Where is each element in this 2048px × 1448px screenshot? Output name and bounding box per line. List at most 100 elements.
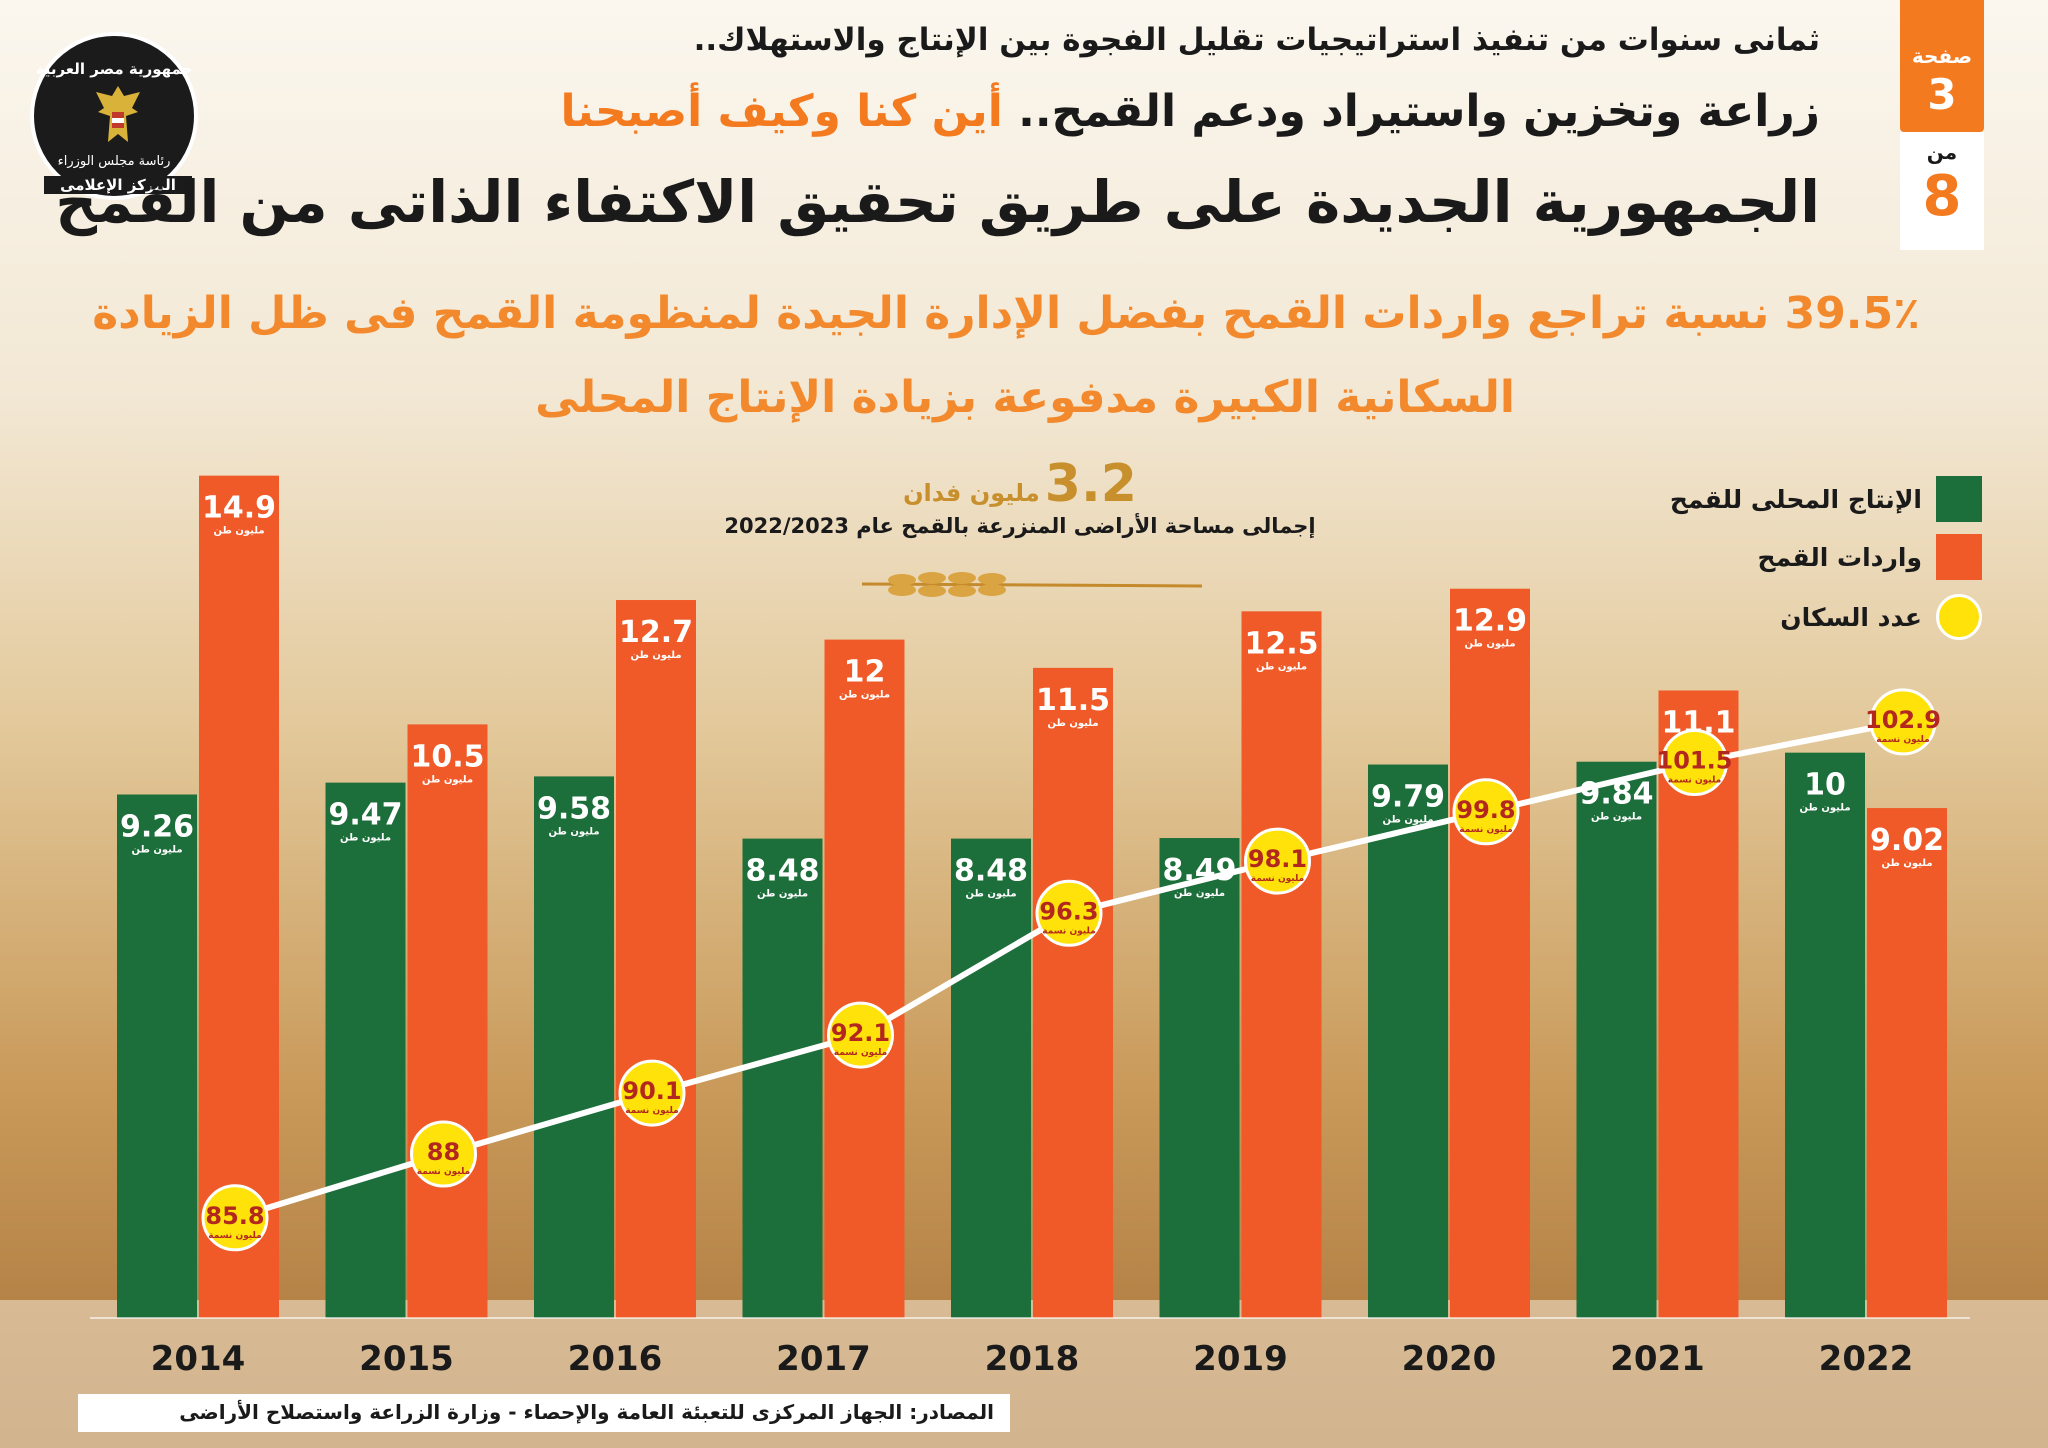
unit-population-2019: مليون نسمة <box>1251 874 1304 884</box>
bar-imports-2015 <box>407 724 488 1318</box>
label-population-2019: 98.1 <box>1248 845 1307 873</box>
subtitle-part-b: أين كنا وكيف أصبحنا <box>560 86 1003 137</box>
page-title: الجمهورية الجديدة على طريق تحقيق الاكتفا… <box>55 168 1820 236</box>
x-tick-2019: 2019 <box>1193 1339 1288 1379</box>
unit-population-2020: مليون نسمة <box>1459 825 1512 835</box>
logo-cabinet-text: رئاسة مجلس الوزراء <box>57 154 171 169</box>
subtitle-part-a: زراعة وتخزين واستيراد ودعم القمح.. <box>1018 86 1820 137</box>
label-population-2018: 96.3 <box>1039 897 1098 925</box>
unit-production-2021: مليون طن <box>1591 812 1642 823</box>
unit-imports-2015: مليون طن <box>422 774 473 785</box>
legend-item-imports: واردات القمح <box>1758 534 1982 580</box>
label-population-2022: 102.9 <box>1865 706 1941 734</box>
unit-production-2017: مليون طن <box>757 889 808 900</box>
unit-imports-2022: مليون طن <box>1881 858 1932 869</box>
bar-production-2015 <box>325 782 406 1318</box>
bar-production-2014 <box>117 794 197 1318</box>
label-imports-2022: 9.02 <box>1870 823 1944 858</box>
bar-production-2022 <box>1785 752 1865 1318</box>
label-production-2014: 9.26 <box>120 810 194 845</box>
legend-item-population: عدد السكان <box>1780 594 1982 640</box>
label-imports-2016: 12.7 <box>619 615 693 650</box>
unit-population-2022: مليون نسمة <box>1876 735 1929 745</box>
unit-imports-2018: مليون طن <box>1047 718 1098 729</box>
population-marker-2018 <box>1035 879 1103 947</box>
bar-imports-2018 <box>1033 667 1113 1318</box>
bar-production-2017 <box>742 838 823 1318</box>
bar-imports-2016 <box>616 600 696 1318</box>
unit-imports-2019: مليون طن <box>1256 661 1307 672</box>
x-tick-2018: 2018 <box>985 1339 1080 1379</box>
bar-production-2020 <box>1368 764 1448 1318</box>
unit-population-2018: مليون نسمة <box>1042 926 1095 936</box>
x-tick-2022: 2022 <box>1819 1339 1914 1379</box>
label-population-2017: 92.1 <box>831 1019 890 1047</box>
kicker-text: ثمانى سنوات من تنفيذ استراتيجيات تقليل ا… <box>693 22 1820 58</box>
label-population-2021: 101.5 <box>1657 747 1733 775</box>
legend-label-population: عدد السكان <box>1780 602 1922 632</box>
label-population-2016: 90.1 <box>622 1077 681 1105</box>
unit-population-2014: مليون نسمة <box>208 1231 261 1241</box>
area-caption: إجمالى مساحة الأراضى المنزرعة بالقمح عام… <box>724 514 1316 538</box>
label-imports-2014: 14.9 <box>202 491 276 526</box>
x-tick-2020: 2020 <box>1402 1339 1497 1379</box>
legend-marker-population <box>1936 594 1982 640</box>
unit-imports-2014: مليون طن <box>213 526 264 537</box>
population-marker-2016 <box>618 1059 686 1127</box>
population-marker-2017 <box>827 1001 894 1069</box>
x-tick-2015: 2015 <box>359 1339 454 1379</box>
bar-production-2018 <box>951 838 1031 1318</box>
label-production-2022: 10 <box>1804 768 1846 803</box>
source-text: المصادر: الجهاز المركزى للتعبئة العامة و… <box>179 1400 994 1424</box>
source-bar: المصادر: الجهاز المركزى للتعبئة العامة و… <box>78 1394 1010 1432</box>
unit-imports-2016: مليون طن <box>630 650 681 661</box>
bar-production-2016 <box>534 776 614 1318</box>
population-marker-2015 <box>410 1120 477 1188</box>
legend-label-imports: واردات القمح <box>1757 542 1922 572</box>
x-tick-2014: 2014 <box>151 1339 246 1379</box>
unit-production-2022: مليون طن <box>1799 803 1850 814</box>
bar-imports-2020 <box>1450 588 1530 1318</box>
bar-production-2021 <box>1576 761 1657 1318</box>
unit-imports-2020: مليون طن <box>1464 639 1515 650</box>
area-unit: مليون فدان <box>903 479 1040 507</box>
wheat-area-note: 3.2 مليون فدان إجمالى مساحة الأراضى المن… <box>700 454 1340 538</box>
label-imports-2019: 12.5 <box>1244 626 1318 661</box>
unit-production-2014: مليون طن <box>131 845 182 856</box>
unit-production-2020: مليون طن <box>1382 815 1433 826</box>
label-imports-2017: 12 <box>844 655 886 690</box>
legend-swatch-imports <box>1936 534 1982 580</box>
page-number-badge: صفحة 3 من 8 <box>1900 0 1984 250</box>
label-production-2015: 9.47 <box>328 798 402 833</box>
unit-population-2017: مليون نسمة <box>834 1048 887 1058</box>
bar-imports-2014 <box>199 475 279 1318</box>
bar-imports-2017 <box>824 639 905 1318</box>
label-imports-2020: 12.9 <box>1453 604 1527 639</box>
total-pages: 8 <box>1922 164 1962 229</box>
population-marker-2019 <box>1244 827 1311 895</box>
population-marker-2020 <box>1452 778 1520 846</box>
label-production-2020: 9.79 <box>1371 780 1445 815</box>
population-marker-2022 <box>1869 688 1937 756</box>
unit-population-2021: مليون نسمة <box>1668 776 1721 786</box>
legend-swatch-production <box>1936 476 1982 522</box>
page-number: 3 <box>1927 70 1957 119</box>
label-population-2014: 85.8 <box>205 1202 264 1230</box>
unit-production-2015: مليون طن <box>340 833 391 844</box>
x-tick-2017: 2017 <box>776 1339 871 1379</box>
unit-production-2018: مليون طن <box>965 889 1016 900</box>
label-imports-2015: 10.5 <box>410 739 484 774</box>
media-center-logo: جمهورية مصر العربية رئاسة مجلس الوزراء ا… <box>30 32 198 200</box>
eagle-emblem-icon <box>96 86 140 142</box>
unit-production-2016: مليون طن <box>548 826 599 837</box>
label-production-2018: 8.48 <box>954 854 1028 889</box>
bar-production-2019 <box>1159 838 1240 1318</box>
unit-population-2015: مليون نسمة <box>417 1167 470 1177</box>
headline-line-2: السكانية الكبيرة مدفوعة بزيادة الإنتاج ا… <box>535 372 1515 423</box>
unit-production-2019: مليون طن <box>1174 888 1225 899</box>
page-word: صفحة <box>1911 44 1973 68</box>
of-word: من <box>1926 140 1958 164</box>
population-marker-2021 <box>1661 729 1728 796</box>
unit-population-2016: مليون نسمة <box>625 1106 678 1116</box>
